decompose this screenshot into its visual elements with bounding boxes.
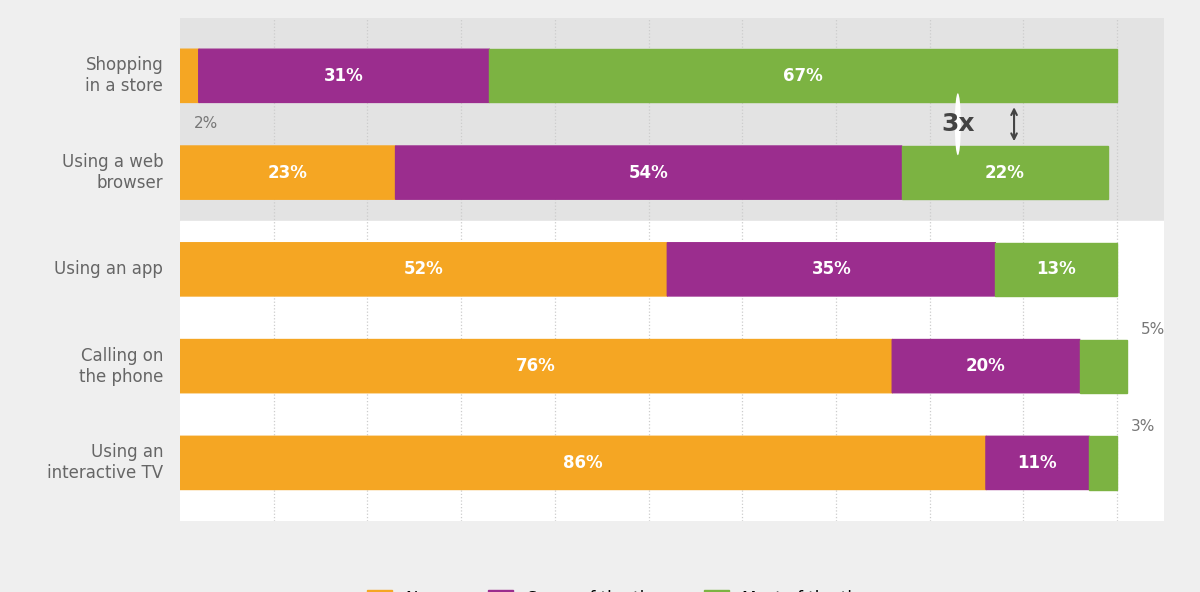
Text: 31%: 31% xyxy=(324,67,364,85)
Text: 67%: 67% xyxy=(784,67,823,85)
Text: 11%: 11% xyxy=(1018,454,1057,472)
Text: 13%: 13% xyxy=(1037,260,1076,278)
Polygon shape xyxy=(490,49,1117,102)
Circle shape xyxy=(955,93,961,155)
Text: 22%: 22% xyxy=(985,163,1025,182)
Polygon shape xyxy=(396,146,904,199)
Bar xyxy=(180,0,1164,221)
Polygon shape xyxy=(180,243,670,296)
Polygon shape xyxy=(1090,436,1117,490)
Text: 3%: 3% xyxy=(1132,419,1156,433)
Polygon shape xyxy=(667,243,997,296)
Polygon shape xyxy=(995,243,1117,296)
Polygon shape xyxy=(199,49,491,102)
Polygon shape xyxy=(180,340,894,392)
Text: 2%: 2% xyxy=(194,116,218,131)
Polygon shape xyxy=(1080,340,1127,392)
Text: 54%: 54% xyxy=(629,163,668,182)
Text: 3x: 3x xyxy=(941,112,974,136)
Text: 86%: 86% xyxy=(563,454,602,472)
Text: 20%: 20% xyxy=(966,357,1006,375)
Text: 5%: 5% xyxy=(1140,322,1165,337)
Polygon shape xyxy=(986,436,1091,490)
Text: 52%: 52% xyxy=(403,260,444,278)
Polygon shape xyxy=(180,436,988,490)
Text: 76%: 76% xyxy=(516,357,556,375)
Polygon shape xyxy=(901,146,1108,199)
Legend: Never, Some of the time, Most of the time: Never, Some of the time, Most of the tim… xyxy=(367,590,878,592)
Polygon shape xyxy=(893,340,1081,392)
Text: 23%: 23% xyxy=(268,163,307,182)
Polygon shape xyxy=(180,146,397,199)
Polygon shape xyxy=(180,49,200,102)
Text: 35%: 35% xyxy=(811,260,851,278)
Bar xyxy=(180,221,1164,540)
